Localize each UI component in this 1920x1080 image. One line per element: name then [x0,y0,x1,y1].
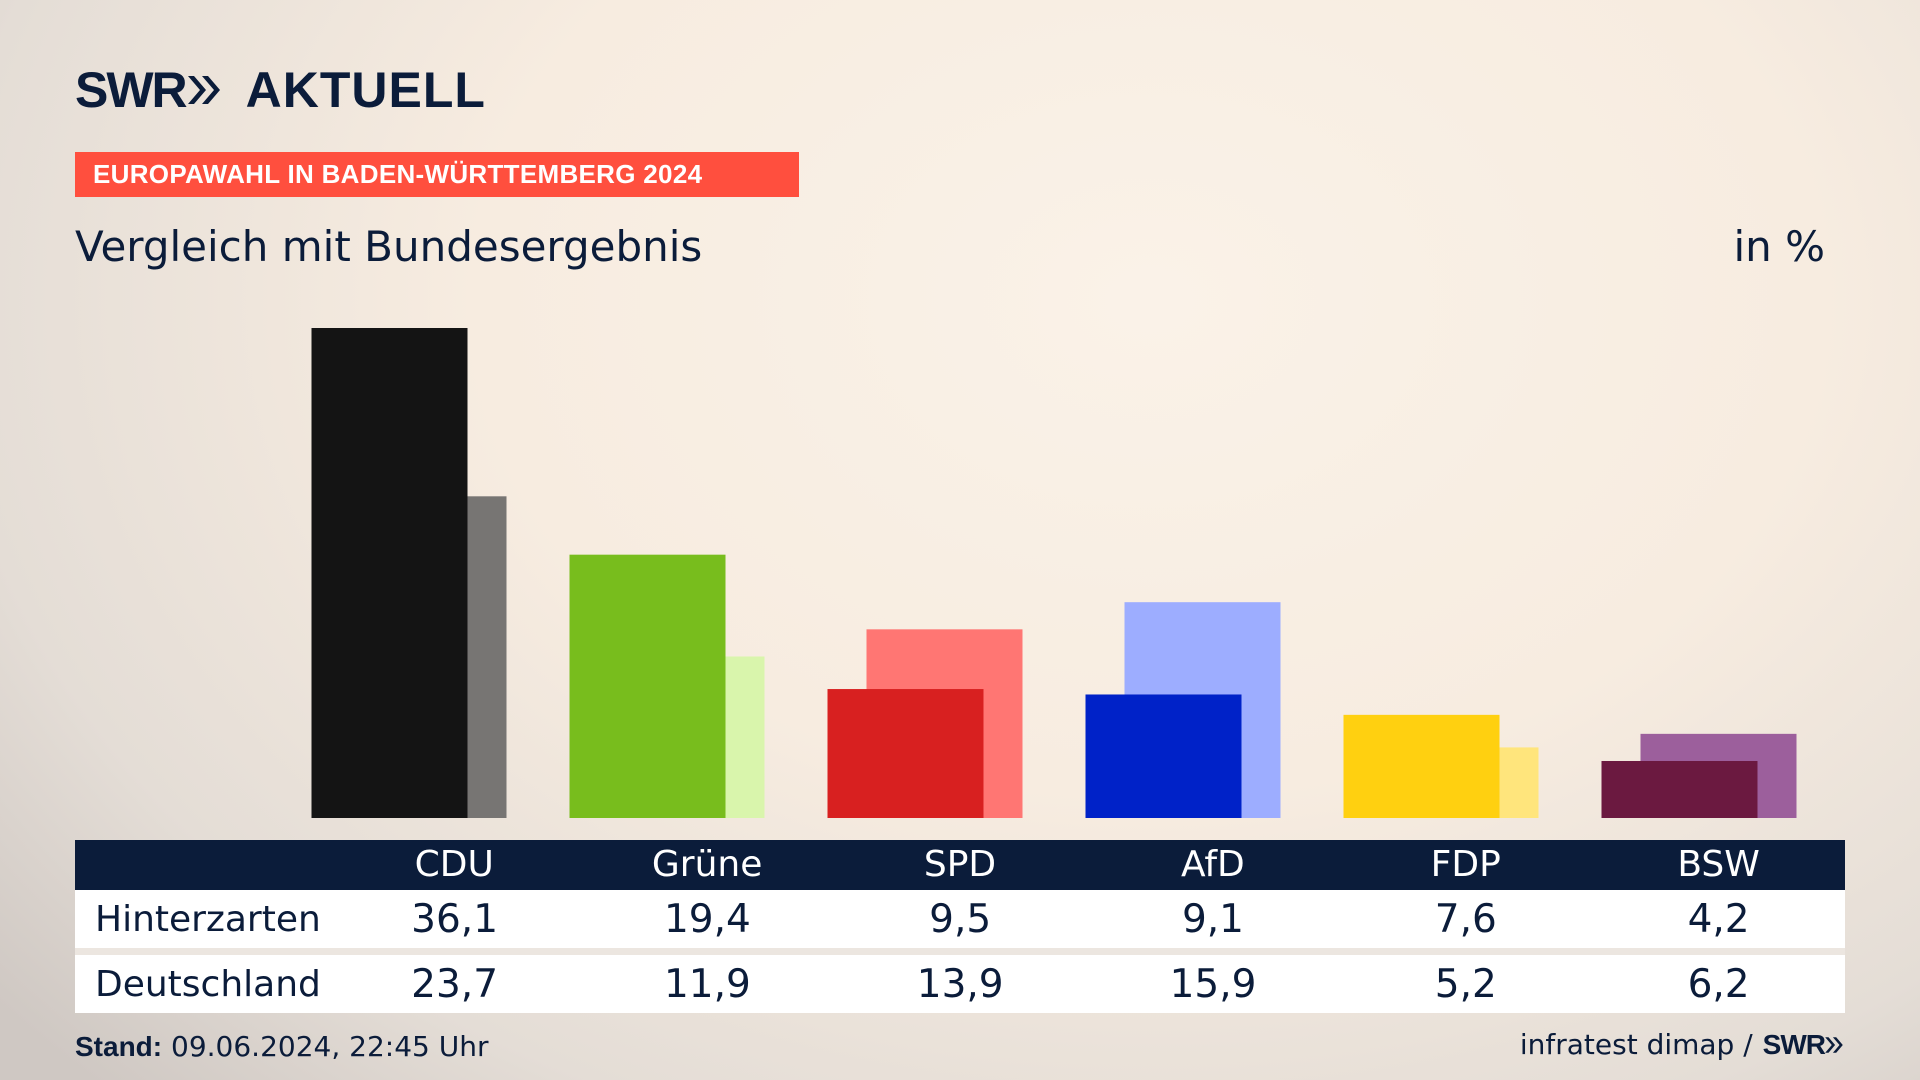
source-swr-logo: SWR [1762,1028,1826,1060]
bar-local-afd [1085,694,1242,818]
row-label-local: Hinterzarten [95,898,321,940]
swr-aktuell-logo: SWR AKTUELL [75,62,486,118]
source-chevron-icon [1825,1036,1843,1053]
timestamp: Stand: 09.06.2024, 22:45 Uhr [75,1030,488,1063]
bar-local-grüne [569,554,726,818]
party-header-afd: AfD [1180,844,1245,885]
bar-local-bsw [1601,760,1758,818]
value-national-grüne: 11,9 [663,961,751,1007]
value-national-afd: 15,9 [1169,961,1257,1007]
bar-local-fdp [1343,714,1500,818]
results-table: CDU Grüne SPD AfD FDP BSW Hinterzarten 36,1 19… [75,840,1845,1013]
bar-chart [311,328,1797,818]
header-spacer [75,840,328,890]
party-header-cdu: CDU [414,844,494,885]
source-credit: infratest dimap / SWR [1520,1028,1845,1061]
party-header-spd: SPD [923,844,997,885]
swr-logo-text: SWR [75,62,188,118]
table-row-national: Deutschland 23,7 11,9 13,9 15,9 5,2 6,2 [75,955,1845,1013]
value-local-fdp: 7,6 [1434,896,1497,942]
value-local-cdu: 36,1 [411,896,499,942]
value-local-spd: 9,5 [929,896,992,942]
table-row-local: Hinterzarten 36,1 19,4 9,5 9,1 7,6 4,2 [75,890,1845,955]
party-header-grüne: Grüne [651,844,763,885]
value-national-bsw: 6,2 [1687,961,1750,1007]
unit-label: in % [1733,222,1825,271]
value-national-fdp: 5,2 [1434,961,1497,1007]
value-national-cdu: 23,7 [411,961,499,1007]
party-header-fdp: FDP [1430,844,1501,885]
party-header-bsw: BSW [1677,844,1760,885]
value-local-bsw: 4,2 [1687,896,1750,942]
stand-label: Stand: [75,1031,163,1062]
row-label-national: Deutschland [95,963,321,1005]
banner-text: EUROPAWAHL IN BADEN-WÜRTTEMBERG 2024 [93,159,703,189]
aktuell-logo-text: AKTUELL [245,62,486,118]
bar-local-spd [827,689,984,818]
value-national-spd: 13,9 [916,961,1004,1007]
swr-chevron-icon [187,76,220,104]
bar-local-cdu [311,328,468,818]
source-text: infratest dimap / [1519,1028,1753,1061]
stand-value: 09.06.2024, 22:45 Uhr [171,1030,489,1063]
value-local-grüne: 19,4 [663,896,751,942]
election-banner: EUROPAWAHL IN BADEN-WÜRTTEMBERG 2024 [75,152,799,197]
value-local-afd: 9,1 [1181,896,1244,942]
table-header: CDU Grüne SPD AfD FDP BSW [75,840,1845,890]
chart-subtitle: Vergleich mit Bundesergebnis [75,222,703,271]
